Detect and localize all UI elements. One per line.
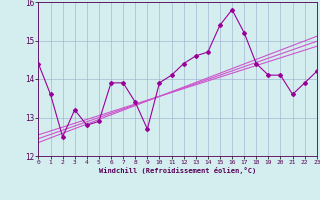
X-axis label: Windchill (Refroidissement éolien,°C): Windchill (Refroidissement éolien,°C) — [99, 167, 256, 174]
